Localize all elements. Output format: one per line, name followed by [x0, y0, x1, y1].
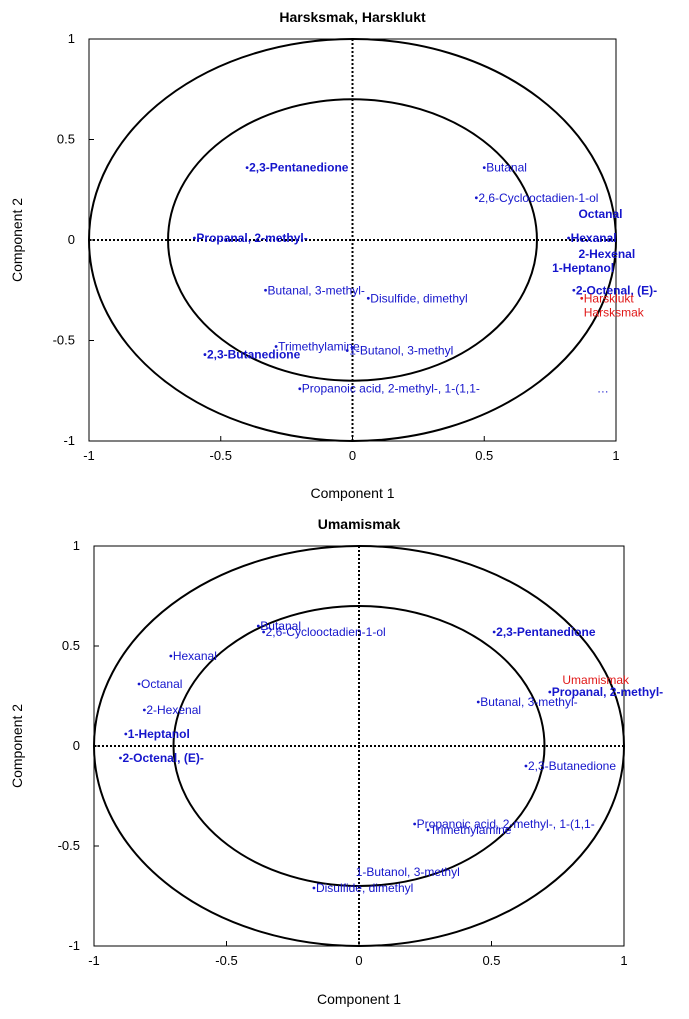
data-point — [256, 624, 260, 628]
data-point-label: 2-Octenal, (E)- — [123, 751, 204, 765]
data-point-label: Harsklukt — [584, 291, 635, 305]
data-point-label: 2-Hexenal — [578, 247, 635, 261]
y-tick-label: -0.5 — [53, 333, 75, 348]
x-tick-label: -1 — [83, 448, 95, 463]
x-tick-label: 0 — [349, 448, 356, 463]
data-point-label: 2,3-Pentanedione — [496, 625, 596, 639]
x-axis-label: Component 1 — [317, 991, 401, 1007]
x-tick-label: -0.5 — [210, 448, 232, 463]
biplot-bottom-svg: -1 -0.5 0 0.5 1 1 0.5 0 -0.5 -1 Umamismak Component… — [9, 516, 663, 1007]
data-point-label: Trimethylamine — [430, 823, 512, 837]
data-point — [482, 166, 486, 170]
x-tick-label: 0 — [355, 953, 362, 968]
x-tick-label: 1 — [620, 953, 627, 968]
data-point-label: 2,3-Butanedione — [528, 759, 616, 773]
data-point — [142, 708, 146, 712]
x-tick-label: -1 — [88, 953, 100, 968]
data-point-label: Propanal, 2-methyl- — [552, 685, 663, 699]
y-tick-label: 0 — [73, 738, 80, 753]
x-axis-label: Component 1 — [310, 485, 394, 501]
y-tick-label: 0.5 — [57, 132, 75, 147]
y-tick-label: 0 — [68, 232, 75, 247]
chart-title: Umamismak — [318, 516, 401, 532]
data-point — [572, 288, 576, 292]
data-point-label: Butanal, 3-methyl- — [480, 695, 577, 709]
y-tick-label: -0.5 — [58, 838, 80, 853]
data-point-label: Disulfide, dimethyl — [316, 881, 413, 895]
data-point — [567, 236, 570, 240]
data-point-label: 1-Heptanol — [552, 261, 614, 275]
y-axis-label: Component 2 — [9, 704, 25, 788]
data-point — [426, 828, 430, 832]
data-point-label: Butanal — [486, 161, 527, 175]
data-point — [137, 682, 141, 686]
x-tick-label: 0.5 — [482, 953, 500, 968]
data-point — [580, 296, 584, 300]
data-point-label: 1-Butanol, 3-methyl — [356, 865, 460, 879]
data-point — [366, 296, 370, 300]
y-tick-label: -1 — [68, 938, 80, 953]
data-point-label: Propanal, 2-methyl- — [196, 231, 307, 245]
data-point-label: Trimethylamine — [278, 340, 360, 354]
data-point-label: … — [597, 382, 609, 396]
data-point — [274, 345, 278, 348]
data-point — [492, 630, 496, 634]
y-axis-label: Component 2 — [9, 198, 25, 282]
data-point-label: Propanoic acid, 2-methyl-, 1-(1,1- — [302, 382, 480, 396]
data-point-label: Hexanal — [173, 649, 217, 663]
data-point — [476, 700, 480, 704]
inner-circle — [167, 98, 538, 382]
x-tick-label: 1 — [612, 448, 619, 463]
data-point — [413, 822, 417, 826]
data-point-label: 2-Hexenal — [146, 703, 201, 717]
data-point — [298, 387, 302, 391]
x-tick-label: -0.5 — [215, 953, 237, 968]
data-point — [345, 349, 349, 352]
data-point — [264, 288, 267, 292]
data-point-label: 2,6-Cyclooctadien-1-ol — [478, 191, 598, 205]
data-point-label: 2-Octenal, (E)- — [576, 283, 657, 297]
data-point — [548, 690, 552, 694]
data-point-label: 2,6-Cyclooctadien-1-ol — [266, 625, 386, 639]
data-point — [312, 886, 316, 890]
data-point-label: 1-Butanol, 3-methyl — [349, 344, 453, 358]
data-point — [169, 654, 173, 658]
data-point — [524, 764, 528, 768]
data-point — [474, 196, 478, 200]
data-point-label: 2,3-Pentanedione — [249, 161, 349, 175]
y-tick-label: 1 — [68, 31, 75, 46]
data-point-label: Disulfide, dimethyl — [370, 291, 467, 305]
data-point-label: Butanal, 3-methyl- — [268, 283, 365, 297]
data-point — [119, 756, 122, 760]
data-point — [203, 353, 207, 356]
data-point-label: Octanal — [141, 677, 182, 691]
data-point-label: 2,3-Butanedione — [207, 348, 301, 362]
biplot-bottom: -1 -0.5 0 0.5 1 1 0.5 0 -0.5 -1 Umamismak Component… — [0, 509, 689, 1018]
data-point-label: Umamismak — [562, 673, 630, 687]
data-point — [193, 236, 196, 240]
data-point-label: Harsksmak — [584, 305, 645, 319]
data-point-label: 1-Heptanol — [128, 727, 190, 741]
data-point-label: Butanal — [260, 619, 301, 633]
data-point-label: Octanal — [578, 207, 622, 221]
y-tick-label: 1 — [73, 538, 80, 553]
chart-title: Harsksmak, Harsklukt — [279, 9, 426, 25]
data-point — [124, 732, 128, 736]
inner-circle — [172, 605, 546, 887]
y-tick-label: 0.5 — [62, 638, 80, 653]
biplot-top: -1 -0.5 0 0.5 1 1 0.5 0 -0.5 -1 Harsksmak, Harsklu… — [0, 0, 689, 509]
biplot-top-svg: -1 -0.5 0 0.5 1 1 0.5 0 -0.5 -1 Harsksmak, Harsklu… — [9, 9, 657, 501]
data-point-label: Propanoic acid, 2-methyl-, 1-(1,1- — [417, 817, 595, 831]
y-tick-label: -1 — [63, 433, 75, 448]
x-tick-label: 0.5 — [475, 448, 493, 463]
data-point-label: Hexanal — [571, 231, 617, 245]
data-point — [245, 166, 249, 170]
data-point — [262, 630, 265, 634]
